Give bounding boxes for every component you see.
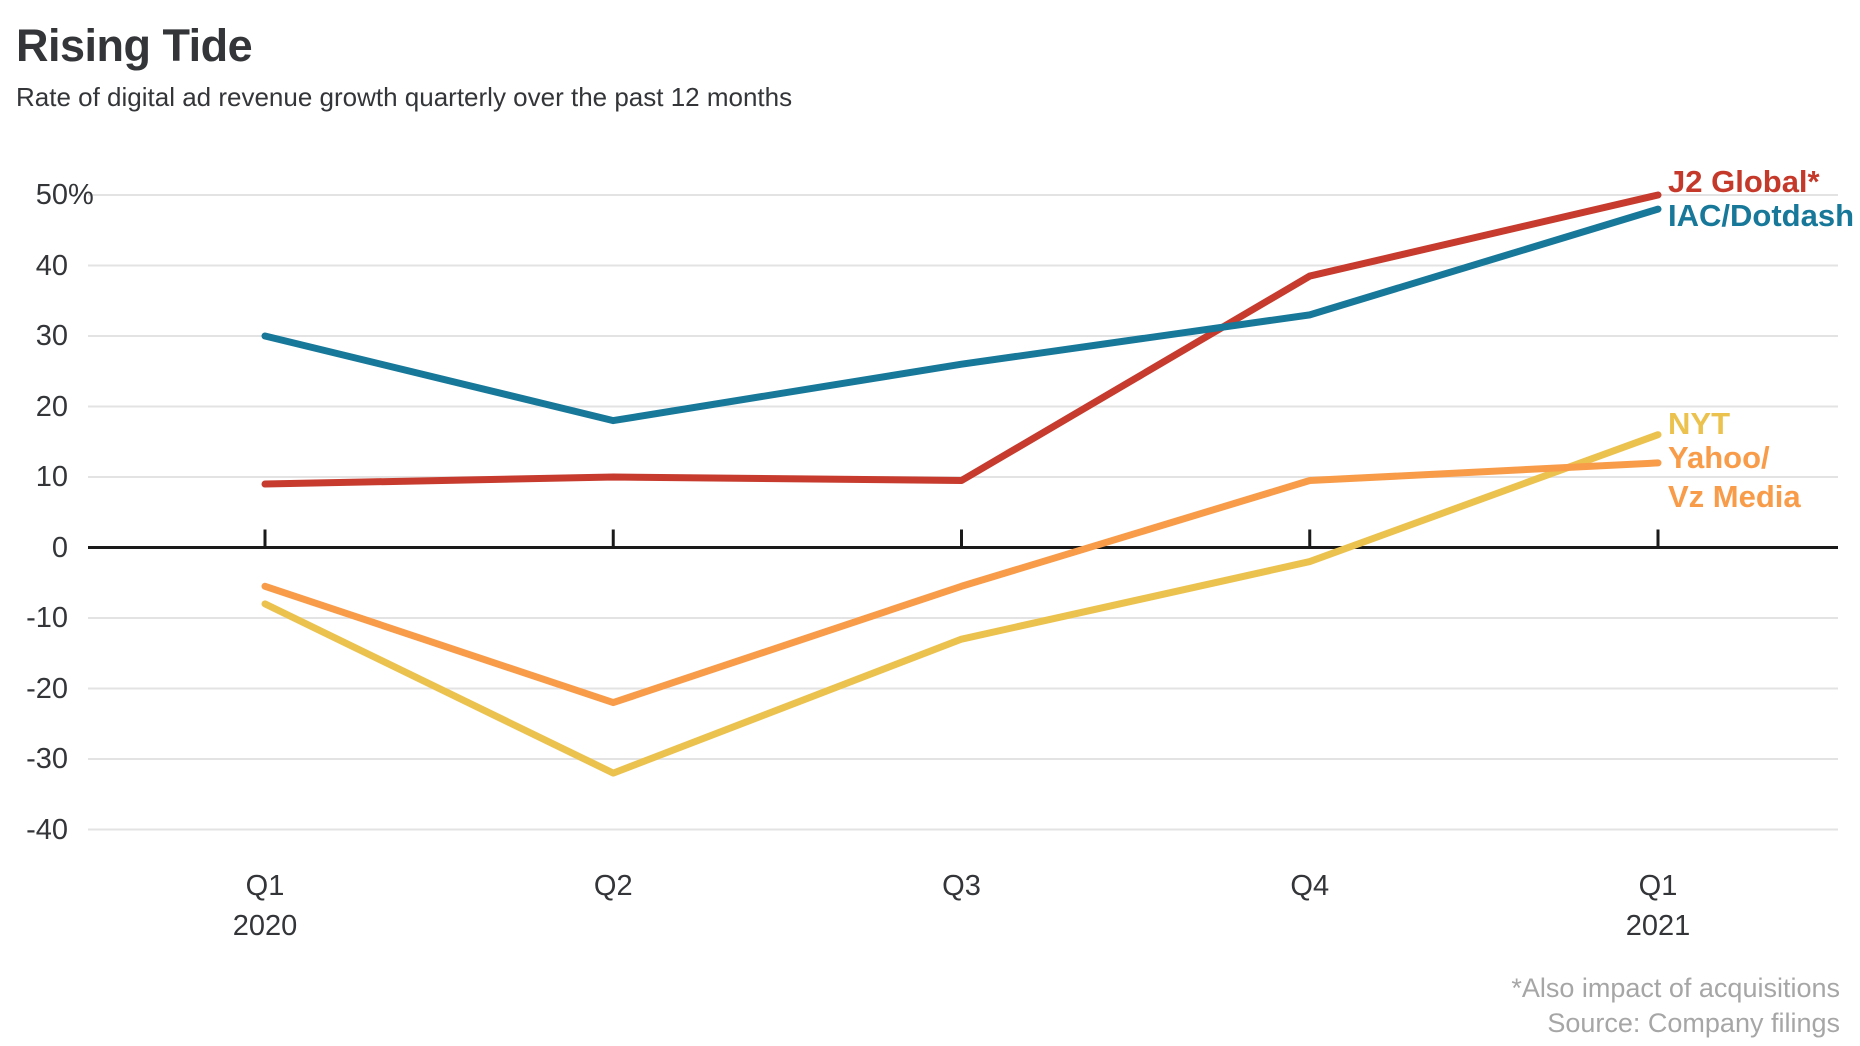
- x-axis-label-q3-2020: Q3: [882, 866, 1042, 906]
- x-axis-label-year: 2020: [232, 910, 298, 942]
- y-axis-label-text: 30: [35, 320, 68, 352]
- y-axis-label-text: 10: [35, 461, 68, 493]
- series-line-iac-dotdash: [261, 205, 1662, 425]
- page-title: Rising Tide: [16, 20, 253, 71]
- y-axis-label-0: 0: [0, 533, 68, 563]
- series-label-iac-dotdash: IAC/Dotdash: [1668, 198, 1854, 233]
- x-axis-label-quarter: Q1: [245, 870, 285, 902]
- source-line: Source: Company filings: [1547, 1008, 1840, 1038]
- y-axis-label-20: 20: [0, 392, 68, 422]
- x-axis-label-quarter: Q3: [942, 870, 981, 902]
- series-line-j2-global: [261, 191, 1662, 488]
- chart-footnotes: *Also impact of acquisitions Source: Com…: [1511, 971, 1840, 1041]
- y-axis-label--40: -40: [0, 815, 68, 845]
- series-line-yahoo-vz-media: [261, 459, 1662, 707]
- y-axis-label-text: -10: [26, 602, 68, 634]
- y-axis-label-text: 50: [35, 179, 68, 211]
- y-axis-label-50: 50%: [0, 179, 94, 211]
- x-axis-label-q4-2020: Q4: [1230, 866, 1390, 906]
- series-label-j2-global: J2 Global*: [1668, 164, 1820, 199]
- y-axis-label--20: -20: [0, 674, 68, 704]
- x-axis-label-q2-2020: Q2: [533, 866, 693, 906]
- y-axis-label-text: 0: [51, 531, 68, 564]
- y-axis-unit-suffix: %: [68, 179, 94, 211]
- y-axis-label-text: -30: [26, 743, 68, 775]
- page-subtitle: Rate of digital ad revenue growth quarte…: [16, 82, 793, 112]
- y-axis-label-text: -20: [26, 672, 68, 705]
- series-label-yahoo-line1: Yahoo/: [1668, 440, 1770, 475]
- footnote-acquisitions: *Also impact of acquisitions: [1511, 973, 1840, 1003]
- x-axis-label-q1-2021: Q1 2021: [1578, 866, 1738, 946]
- x-axis-label-quarter: Q1: [1638, 870, 1678, 902]
- x-axis-label-quarter: Q2: [593, 870, 633, 902]
- series-label-yahoo-line2: Vz Media: [1668, 479, 1801, 514]
- y-axis-label-40: 40: [0, 251, 68, 281]
- y-axis-label-30: 30: [0, 321, 68, 351]
- x-axis-label-q1-2020: Q1 2020: [185, 866, 345, 946]
- y-axis-label-10: 10: [0, 462, 68, 492]
- y-axis-label--10: -10: [0, 603, 68, 633]
- series-label-yahoo-vz-media: Yahoo/ Vz Media: [1668, 438, 1801, 516]
- x-axis-label-quarter: Q4: [1290, 870, 1330, 902]
- series-label-nyt: NYT: [1668, 406, 1730, 441]
- y-axis-label-text: 20: [35, 390, 68, 423]
- series-line-nyt: [261, 431, 1662, 777]
- y-axis-label-text: 40: [35, 249, 68, 282]
- y-axis-label--30: -30: [0, 744, 68, 774]
- y-axis-label-text: -40: [26, 813, 68, 846]
- x-axis-label-year: 2021: [1625, 910, 1691, 942]
